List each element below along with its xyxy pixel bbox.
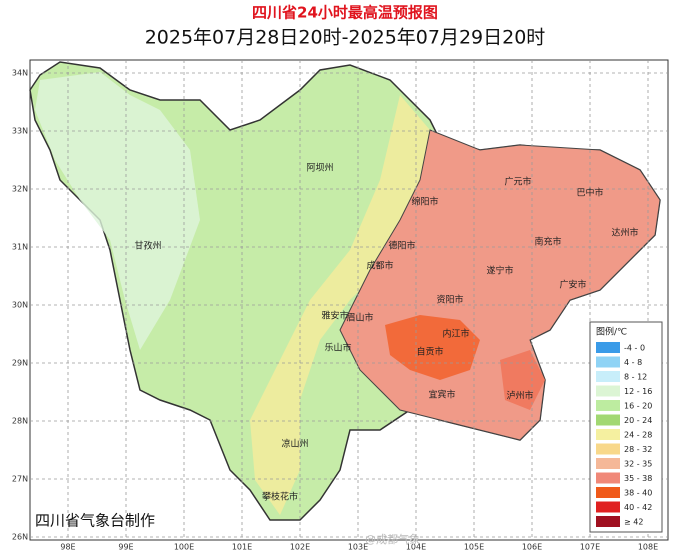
lon-label: 102E [290, 543, 310, 552]
lat-label: 30N [12, 301, 28, 310]
legend-swatch [596, 342, 620, 353]
lon-label: 106E [522, 543, 542, 552]
legend-swatch [596, 385, 620, 397]
region-label: 甘孜州 [134, 240, 161, 252]
footer: 四川省气象台制作 [35, 512, 155, 530]
zone-very-hot [385, 315, 480, 380]
legend-label: ≥ 42 [624, 518, 643, 527]
lat-label: 27N [12, 475, 28, 484]
lat-label: 31N [12, 243, 28, 252]
region-label: 巴中市 [576, 187, 603, 199]
region-label: 南充市 [534, 236, 561, 248]
lat-label: 32N [12, 185, 28, 194]
legend-label: 8 - 12 [624, 373, 647, 382]
legend-label: 16 - 20 [624, 402, 652, 411]
legend-swatch [596, 472, 620, 484]
lon-label: 107E [580, 543, 600, 552]
legend-swatch [596, 458, 620, 469]
lat-label: 33N [12, 127, 28, 136]
lon-label: 101E [232, 543, 252, 552]
region-label: 达州市 [611, 227, 638, 239]
legend-swatch [596, 487, 620, 498]
legend-label: 38 - 40 [624, 489, 652, 498]
legend-swatch [596, 429, 620, 440]
legend-label: 28 - 32 [624, 445, 652, 454]
lon-label: 105E [464, 543, 484, 552]
legend-swatch [596, 443, 620, 455]
lon-label: 108E [638, 543, 658, 552]
region-label: 雅安市 [321, 310, 348, 322]
region-label: 泸州市 [506, 390, 533, 402]
subtitle: 2025年07月28日20时-2025年07月29日20时 [145, 27, 546, 49]
region-label: 遂宁市 [486, 265, 513, 277]
region-label: 眉山市 [346, 312, 373, 324]
legend-swatch [596, 356, 620, 368]
watermark: @成都气象 [365, 532, 420, 546]
legend-label: 40 - 42 [624, 503, 652, 512]
legend-label: 4 - 8 [624, 358, 642, 367]
zone-hot-east [500, 350, 545, 410]
title: 四川省24小时最高温预报图 [252, 4, 438, 22]
region-label: 德阳市 [388, 240, 415, 252]
legend-label: 12 - 16 [624, 387, 652, 396]
lon-label: 103E [348, 543, 368, 552]
legend-title: 图例/℃ [596, 326, 627, 338]
legend-label: 32 - 35 [624, 460, 652, 469]
lat-label: 26N [12, 533, 28, 542]
region-label: 内江市 [442, 328, 469, 340]
region-label: 攀枝花市 [262, 491, 298, 503]
legend-swatch [596, 414, 620, 426]
zone-warm [250, 95, 430, 515]
legend-label: -4 - 0 [624, 344, 645, 353]
lat-label: 34N [12, 69, 28, 78]
lon-label: 100E [174, 543, 194, 552]
region-label: 成都市 [366, 260, 393, 272]
lon-label: 98E [60, 543, 75, 552]
region-label: 阿坝州 [306, 163, 333, 174]
legend-label: 35 - 38 [624, 474, 652, 483]
legend-swatch [596, 371, 620, 382]
zone-cool [35, 72, 200, 350]
region-label: 广安市 [559, 279, 586, 291]
legend-swatch [596, 501, 620, 513]
legend-box [589, 321, 663, 533]
region-label: 资阳市 [436, 294, 463, 306]
region-label: 广元市 [504, 176, 531, 188]
region-label: 绵阳市 [411, 196, 438, 208]
lat-label: 29N [12, 359, 28, 368]
legend-swatch [596, 516, 620, 527]
lon-label: 104E [406, 543, 426, 552]
region-label: 乐山市 [324, 342, 351, 354]
map-shapes [29, 61, 661, 521]
lat-label: 28N [12, 417, 28, 426]
region-label: 凉山州 [281, 438, 308, 450]
region-label: 宜宾市 [428, 389, 455, 401]
legend-label: 24 - 28 [624, 431, 652, 440]
region-label: 自贡市 [416, 346, 443, 358]
legend-swatch [596, 400, 620, 411]
legend-label: 20 - 24 [624, 416, 652, 425]
lon-label: 99E [118, 543, 133, 552]
